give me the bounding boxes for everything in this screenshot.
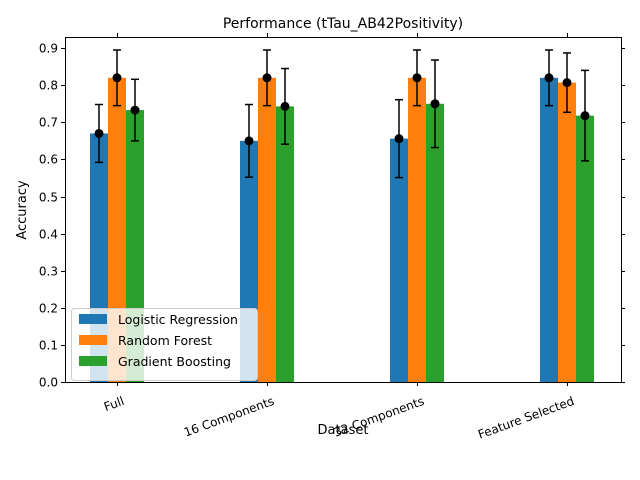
y-tick-label-0: 0.0 [39, 376, 58, 390]
mean-marker-random-forest-0 [112, 73, 122, 83]
y-axis: 0.0 0.1 0.2 0.3 0.4 0.5 0.6 0.7 0.8 0.9 [39, 42, 625, 390]
mean-marker-random-forest-3 [562, 78, 572, 88]
y-tick-label-2: 0.2 [39, 302, 58, 316]
legend-label-gradient-boosting: Gradient Boosting [118, 354, 231, 369]
mean-marker-gradient-boosting-3 [580, 111, 590, 121]
chart-title: Performance (tTau_AB42Positivity) [223, 16, 463, 32]
y-tick-label-9: 0.9 [39, 42, 58, 56]
bar-random-forest-0 [108, 77, 126, 382]
mean-marker-random-forest-1 [262, 73, 272, 83]
x-axis-label: Dataset [318, 423, 369, 438]
legend-label-random-forest: Random Forest [118, 333, 212, 348]
bar-random-forest-3 [558, 82, 576, 383]
y-tick-label-3: 0.3 [39, 265, 58, 279]
plot-frame [65, 37, 622, 383]
legend-swatch-random-forest [79, 335, 107, 345]
mean-marker-gradient-boosting-2 [430, 99, 440, 109]
bar-gradient-boosting-2 [426, 103, 444, 382]
y-tick-label-7: 0.7 [39, 116, 58, 130]
bar-gradient-boosting-1 [276, 106, 294, 382]
mean-marker-gradient-boosting-0 [130, 105, 140, 115]
y-tick-label-5: 0.5 [39, 191, 58, 205]
bar-logistic-regression-2 [390, 138, 408, 382]
y-tick-label-6: 0.6 [39, 153, 58, 167]
legend: Logistic Regression Random Forest Gradient… [71, 308, 258, 381]
mean-marker-logistic-regression-0 [94, 128, 104, 138]
legend-box [71, 308, 258, 381]
error-bars-layer [94, 49, 590, 179]
y-axis-label: Accuracy [15, 180, 30, 240]
bar-gradient-boosting-3 [576, 115, 594, 382]
y-tick-label-1: 0.1 [39, 339, 58, 353]
legend-swatch-logistic-regression [79, 314, 107, 324]
bar-random-forest-1 [258, 77, 276, 382]
mean-marker-gradient-boosting-1 [280, 101, 290, 111]
legend-swatch-gradient-boosting [79, 356, 107, 366]
mean-marker-logistic-regression-2 [394, 134, 404, 144]
legend-label-logistic-regression: Logistic Regression [118, 312, 238, 327]
x-tick-label-0: Full [102, 394, 126, 414]
mean-marker-random-forest-2 [412, 73, 422, 83]
bar-logistic-regression-3 [540, 77, 558, 382]
mean-marker-logistic-regression-1 [244, 136, 254, 146]
mean-marker-logistic-regression-3 [544, 73, 554, 83]
bar-random-forest-2 [408, 77, 426, 382]
y-tick-label-4: 0.4 [39, 228, 58, 242]
y-tick-label-8: 0.8 [39, 79, 58, 93]
